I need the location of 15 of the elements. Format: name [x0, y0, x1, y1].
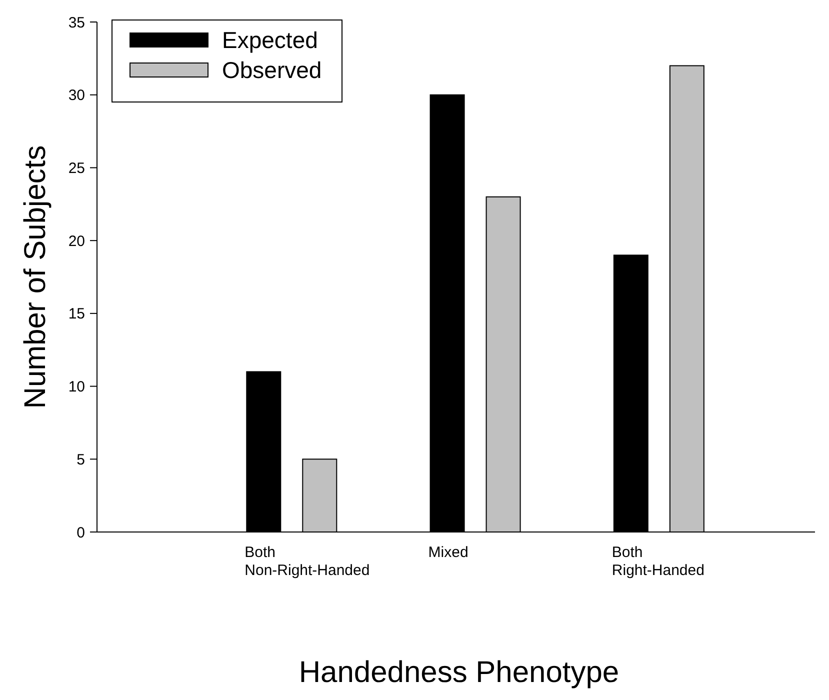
- y-tick-label: 0: [76, 524, 85, 542]
- y-tick-label: 15: [68, 306, 85, 323]
- y-tick-label: 10: [68, 378, 85, 396]
- y-tick-label: 20: [68, 232, 85, 250]
- y-tick-label: 30: [68, 87, 85, 104]
- x-tick-label: Both Non-Right-Handed: [244, 544, 370, 579]
- x-tick-label: Both Right-Handed: [612, 544, 704, 579]
- y-tick-label: 35: [68, 14, 85, 32]
- x-axis-title: Handedness Phenotype: [298, 656, 620, 689]
- y-axis-title: Number of Subjects: [19, 145, 52, 409]
- x-tick-label: Mixed: [428, 544, 468, 561]
- legend-label: Expected: [222, 27, 318, 54]
- y-tick-label: 25: [68, 160, 85, 177]
- legend-label: Observed: [222, 57, 322, 84]
- y-tick-label: 5: [76, 451, 85, 468]
